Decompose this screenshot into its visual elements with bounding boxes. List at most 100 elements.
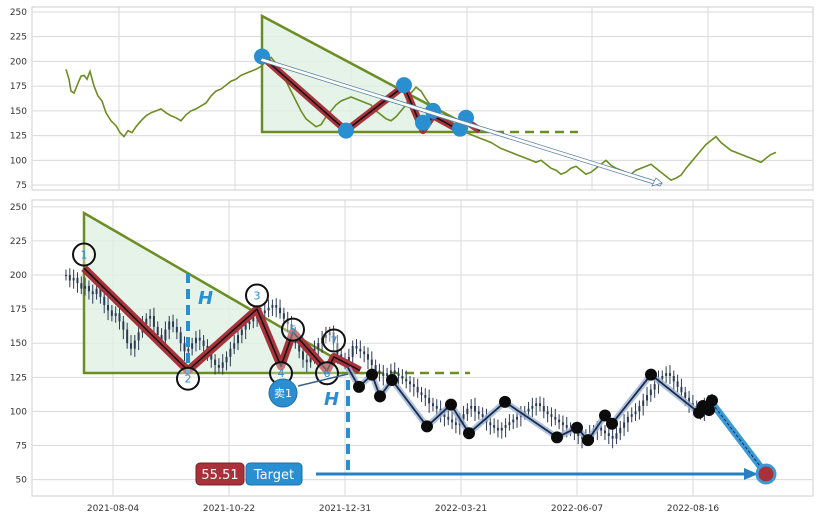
candle-body [546, 411, 549, 415]
target-arrow-head [744, 468, 758, 480]
candle-body [359, 348, 362, 352]
pattern-point-label: 4 [278, 367, 285, 380]
sell-marker-pointer [297, 373, 349, 387]
candle-body [149, 315, 152, 319]
candle-body [263, 310, 266, 314]
candle-body [688, 397, 691, 404]
height-marker-label: H [198, 288, 213, 309]
overview-y-tick: 225 [10, 33, 27, 43]
candle-body [363, 351, 366, 355]
candle-body [680, 386, 683, 393]
candle-body [630, 414, 633, 417]
candle-body [152, 315, 155, 327]
candle-body [649, 389, 652, 396]
candle-body [397, 373, 400, 376]
detail-y-tick: 200 [10, 271, 27, 281]
candle-body [160, 335, 163, 341]
candle-body [179, 332, 182, 344]
candle-body [646, 395, 649, 401]
overview-target-arrow [259, 57, 663, 187]
pattern-point-labels: 1 2 3 4 5 6 7 [72, 242, 346, 391]
candle-body [87, 285, 90, 292]
pattern-point-circle [315, 361, 339, 386]
target-point [755, 463, 777, 485]
pattern-point-circle [176, 366, 200, 391]
candle-body [565, 425, 568, 428]
detail-y-tick: 225 [10, 237, 27, 247]
candle-body [531, 405, 534, 409]
projection-pivot [499, 395, 511, 408]
overview-y-tick: 75 [16, 181, 27, 191]
candle-body [420, 392, 423, 396]
projection-pivot [353, 380, 365, 393]
overview-pivot [338, 122, 354, 139]
candle-body [240, 329, 243, 336]
candle-body [668, 373, 671, 376]
candle-body [107, 305, 110, 311]
candle-body [202, 340, 205, 346]
pattern-point-label: 3 [254, 289, 261, 302]
candle-body [65, 275, 67, 277]
candle-body [271, 305, 274, 308]
candle-body [210, 354, 213, 360]
detail-x-tick: 2022-08-16 [667, 504, 720, 514]
candle-body [561, 422, 564, 426]
pattern-point-label: 7 [331, 334, 338, 347]
sell-marker-text: 卖1 [274, 387, 292, 400]
candle-body [443, 414, 446, 417]
candle-body [175, 326, 178, 333]
candle-body [489, 422, 492, 426]
candle-body [477, 411, 480, 415]
candle-body [516, 416, 519, 420]
detail-y-tick: 125 [10, 373, 27, 383]
candle-body [133, 340, 136, 349]
candle-body [298, 343, 301, 352]
candle-body [481, 414, 484, 417]
detail-y-tick: 150 [10, 339, 27, 349]
overview-pivot-points [254, 48, 474, 139]
candle-body [405, 378, 408, 382]
detail-x-tick: 2022-03-21 [435, 504, 487, 514]
overview-y-tick: 200 [10, 57, 27, 67]
candle-body [279, 307, 282, 314]
overview-y-tick: 100 [10, 156, 27, 166]
candle-body [172, 321, 175, 327]
candle-body [317, 343, 320, 349]
candle-body [248, 321, 251, 325]
candle-body [145, 318, 148, 325]
candle-body [366, 354, 369, 360]
candle-body [282, 313, 285, 319]
candle-body [500, 427, 503, 431]
projection-pivot [463, 427, 475, 440]
candle-body [129, 343, 132, 349]
detail-x-tick: 2022-06-07 [551, 504, 603, 514]
candle-body [401, 375, 404, 379]
pattern-point-circle [281, 317, 305, 342]
candle-body [535, 403, 538, 406]
candle-body [378, 370, 381, 374]
candle-body [642, 400, 645, 406]
candle-body [554, 416, 557, 420]
candle-body [286, 318, 289, 325]
candle-body [252, 315, 255, 322]
overview-y-tick: 150 [10, 107, 27, 117]
pattern-point-circle [72, 242, 96, 267]
candle-body [558, 419, 561, 423]
projection-pivot [582, 434, 594, 447]
candle-body [409, 381, 412, 385]
detail-y-tick: 250 [10, 203, 27, 213]
candle-body [110, 310, 113, 316]
pattern-point-label: 2 [185, 373, 192, 386]
candle-body [538, 403, 541, 406]
candle-body [309, 356, 312, 363]
target-badge [245, 462, 303, 486]
projection-final-leg-glow [709, 400, 769, 477]
candle-body [462, 414, 465, 420]
candle-body [80, 283, 83, 289]
candle-body [653, 384, 656, 390]
candle-body [95, 288, 98, 295]
detail-y-axis: 50 75 100 125 150 175 200 225 250 [10, 203, 27, 486]
candle-body [389, 370, 392, 374]
candle-body [244, 324, 247, 330]
